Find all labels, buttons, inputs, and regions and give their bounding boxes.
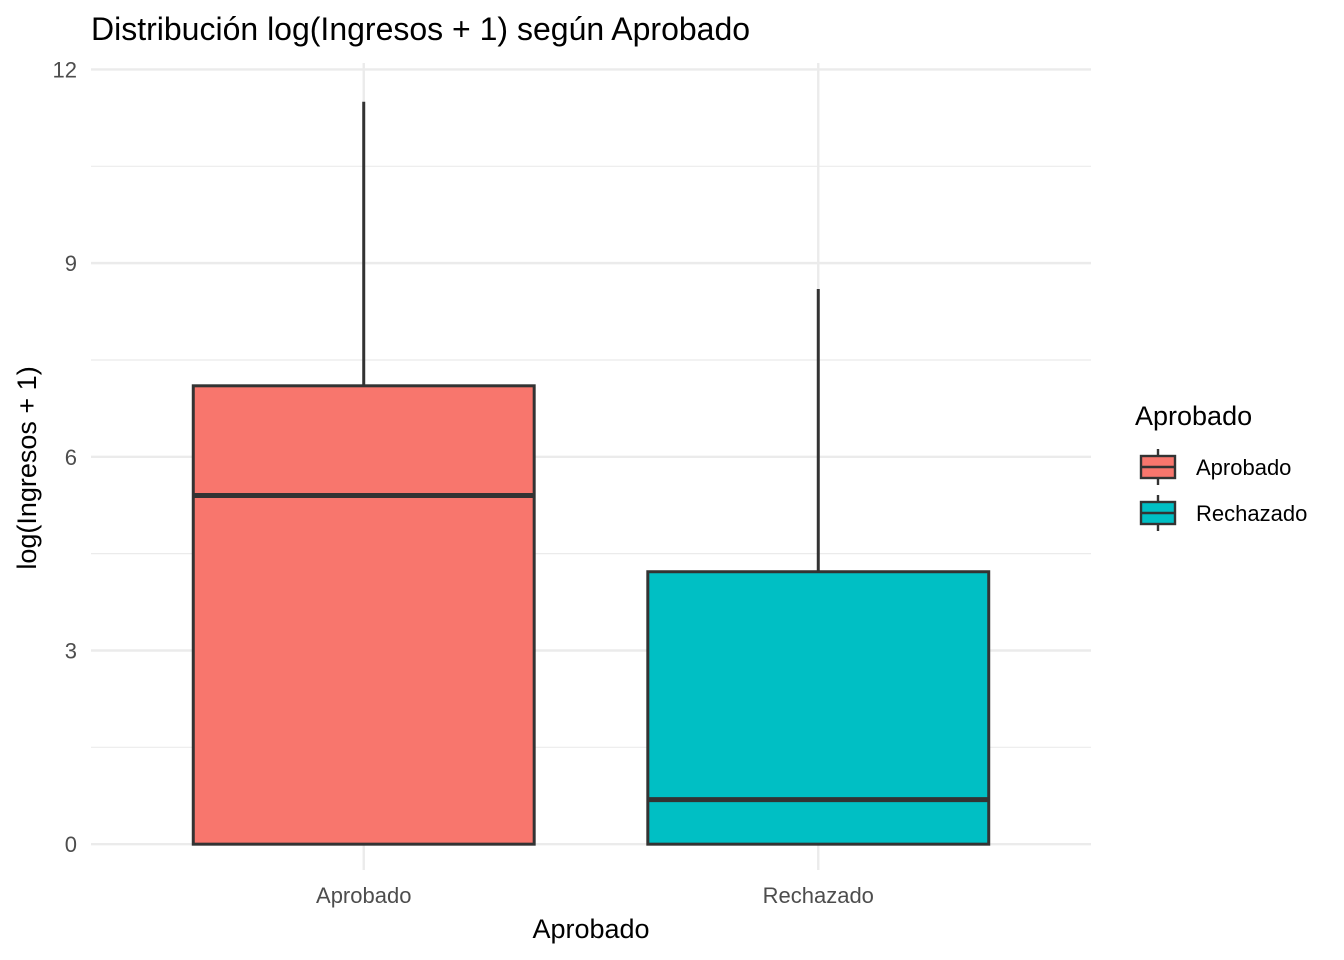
x-axis-title: Aprobado: [532, 914, 649, 944]
box-body: [191, 384, 536, 846]
legend-title: Aprobado: [1135, 401, 1252, 431]
box-aprobado: [191, 101, 536, 846]
y-tick-label: 9: [65, 251, 77, 276]
legend-entry: Aprobado: [1139, 449, 1291, 485]
y-axis-title: log(Ingresos + 1): [12, 366, 42, 569]
legend: Aprobado Aprobado Rechazado: [1135, 401, 1307, 531]
y-tick-label: 0: [65, 832, 77, 857]
y-tick-label: 3: [65, 638, 77, 663]
x-tick-label: Aprobado: [316, 883, 411, 908]
y-axis-ticks: 0 3 6 9 12: [53, 57, 77, 857]
chart-title: Distribución log(Ingresos + 1) según Apr…: [91, 11, 750, 47]
x-axis-ticks: Aprobado Rechazado: [316, 883, 874, 908]
box-body: [646, 570, 991, 846]
y-tick-label: 6: [65, 445, 77, 470]
y-tick-label: 12: [53, 57, 77, 82]
x-tick-label: Rechazado: [763, 883, 874, 908]
boxes: [191, 101, 991, 846]
box-rechazado: [646, 288, 991, 846]
legend-entry: Rechazado: [1139, 495, 1307, 531]
legend-label: Rechazado: [1196, 501, 1307, 526]
legend-label: Aprobado: [1196, 455, 1291, 480]
